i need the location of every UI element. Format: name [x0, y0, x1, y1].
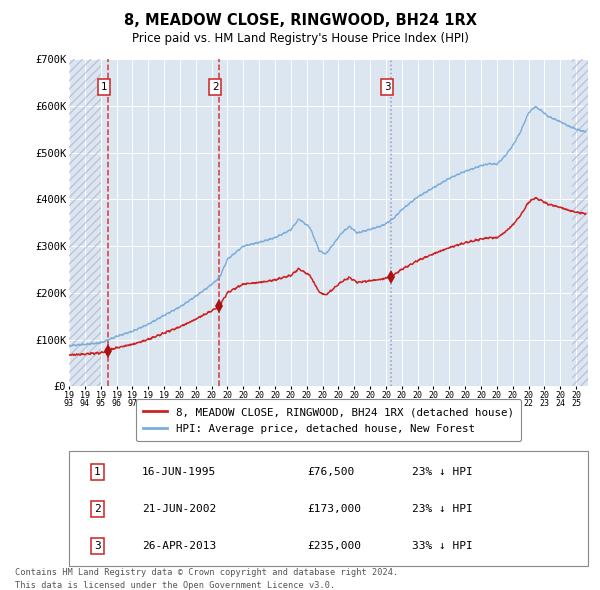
- Text: 23% ↓ HPI: 23% ↓ HPI: [412, 467, 472, 477]
- Text: £235,000: £235,000: [308, 540, 362, 550]
- Text: 23% ↓ HPI: 23% ↓ HPI: [412, 504, 472, 514]
- Text: 26-APR-2013: 26-APR-2013: [142, 540, 216, 550]
- Text: 1: 1: [94, 467, 101, 477]
- Text: Price paid vs. HM Land Registry's House Price Index (HPI): Price paid vs. HM Land Registry's House …: [131, 32, 469, 45]
- Text: Contains HM Land Registry data © Crown copyright and database right 2024.: Contains HM Land Registry data © Crown c…: [15, 568, 398, 576]
- Text: £173,000: £173,000: [308, 504, 362, 514]
- Text: 8, MEADOW CLOSE, RINGWOOD, BH24 1RX: 8, MEADOW CLOSE, RINGWOOD, BH24 1RX: [124, 13, 476, 28]
- Text: 3: 3: [94, 540, 101, 550]
- Text: 1: 1: [101, 82, 107, 92]
- Text: 16-JUN-1995: 16-JUN-1995: [142, 467, 216, 477]
- Text: 2: 2: [212, 82, 218, 92]
- Text: This data is licensed under the Open Government Licence v3.0.: This data is licensed under the Open Gov…: [15, 581, 335, 590]
- Text: 2: 2: [94, 504, 101, 514]
- Text: 3: 3: [384, 82, 391, 92]
- Text: 21-JUN-2002: 21-JUN-2002: [142, 504, 216, 514]
- Text: 33% ↓ HPI: 33% ↓ HPI: [412, 540, 472, 550]
- Text: £76,500: £76,500: [308, 467, 355, 477]
- Legend: 8, MEADOW CLOSE, RINGWOOD, BH24 1RX (detached house), HPI: Average price, detach: 8, MEADOW CLOSE, RINGWOOD, BH24 1RX (det…: [136, 399, 521, 441]
